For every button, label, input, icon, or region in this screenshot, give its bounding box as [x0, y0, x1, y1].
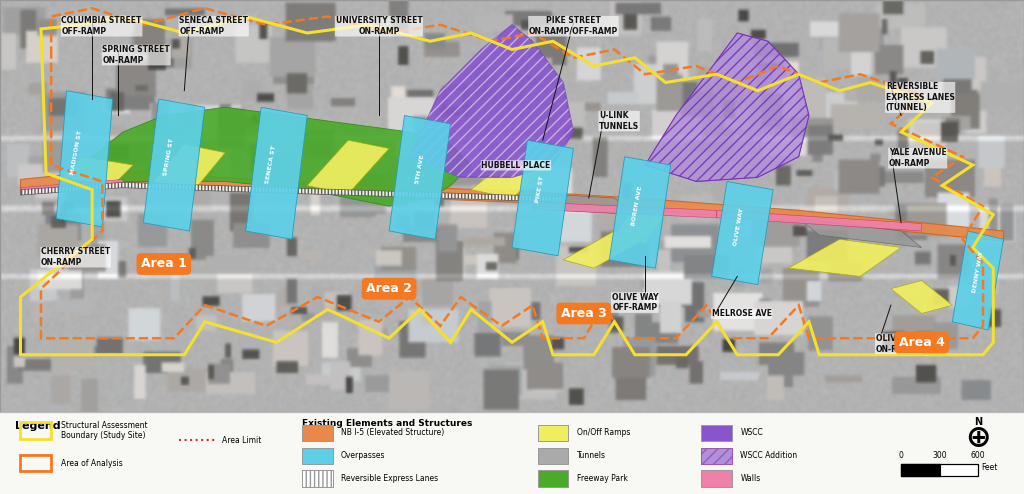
Bar [302, 470, 333, 487]
Bar [940, 464, 978, 476]
Polygon shape [543, 194, 635, 214]
Text: Area 3: Area 3 [561, 307, 606, 320]
Text: NB I-5 (Elevated Structure): NB I-5 (Elevated Structure) [341, 428, 444, 437]
Polygon shape [72, 107, 471, 206]
Polygon shape [61, 157, 133, 186]
Text: 5TH AVE: 5TH AVE [415, 154, 425, 184]
Polygon shape [20, 179, 123, 195]
Text: WSCC Addition: WSCC Addition [740, 451, 798, 460]
Text: OLIVE WAY: OLIVE WAY [733, 207, 745, 246]
Bar [302, 470, 333, 487]
Text: Legend: Legend [15, 420, 61, 431]
Text: HUBBELL PLACE: HUBBELL PLACE [481, 161, 551, 170]
Text: OLIVE WAY
ON-RAMP: OLIVE WAY ON-RAMP [876, 334, 922, 354]
Text: SENECA STREET
OFF-RAMP: SENECA STREET OFF-RAMP [179, 16, 248, 36]
Text: MADISON ST: MADISON ST [71, 130, 83, 175]
Text: BOREN AVE: BOREN AVE [631, 186, 643, 227]
Text: Area of Analysis: Area of Analysis [61, 458, 123, 467]
Text: OLIVE WAY
OFF-RAMP: OLIVE WAY OFF-RAMP [611, 293, 658, 312]
Text: 600: 600 [971, 451, 985, 460]
Polygon shape [512, 140, 573, 256]
Polygon shape [788, 239, 901, 276]
Bar [20, 455, 51, 471]
Text: MELROSE AVE: MELROSE AVE [712, 309, 772, 318]
Text: Area 4: Area 4 [899, 336, 944, 349]
Polygon shape [799, 219, 922, 247]
Text: WSCC: WSCC [740, 428, 763, 437]
Polygon shape [532, 202, 717, 218]
Text: YALE AVENUE
ON-RAMP: YALE AVENUE ON-RAMP [889, 149, 946, 168]
Polygon shape [891, 281, 952, 314]
Text: On/Off Ramps: On/Off Ramps [577, 428, 630, 437]
Text: Freeway Park: Freeway Park [577, 474, 628, 483]
Bar [701, 425, 732, 441]
Polygon shape [614, 206, 666, 244]
Text: Reversible Express Lanes: Reversible Express Lanes [341, 474, 438, 483]
Text: U-LINK
TUNNELS: U-LINK TUNNELS [599, 111, 639, 131]
Text: Feet: Feet [981, 462, 997, 472]
Polygon shape [645, 33, 809, 181]
Bar [538, 448, 568, 464]
Text: DENNY WAY: DENNY WAY [972, 251, 984, 293]
Polygon shape [20, 171, 1004, 241]
Polygon shape [154, 144, 225, 190]
Polygon shape [712, 181, 773, 285]
Polygon shape [20, 182, 563, 202]
Text: Overpasses: Overpasses [341, 451, 385, 460]
Text: Existing Elements and Structures: Existing Elements and Structures [302, 419, 472, 428]
Polygon shape [609, 157, 671, 268]
Text: Walls: Walls [740, 474, 761, 483]
Text: PIKE STREET
ON-RAMP/OFF-RAMP: PIKE STREET ON-RAMP/OFF-RAMP [528, 16, 618, 36]
Bar [901, 464, 940, 476]
Bar [701, 448, 732, 464]
Text: SPRING STREET
ON-RAMP: SPRING STREET ON-RAMP [102, 45, 170, 65]
Text: COLUMBIA STREET
OFF-RAMP: COLUMBIA STREET OFF-RAMP [61, 16, 141, 36]
Text: SPRING ST: SPRING ST [163, 138, 175, 176]
Polygon shape [246, 107, 307, 239]
Bar [302, 425, 333, 441]
Bar [901, 464, 978, 476]
Bar [20, 422, 51, 439]
Text: CHERRY STREET
ON-RAMP: CHERRY STREET ON-RAMP [41, 247, 111, 267]
Text: PIKE ST: PIKE ST [535, 176, 545, 204]
Bar [701, 448, 732, 464]
Bar [302, 448, 333, 464]
Text: REVERSIBLE
EXPRESS LANES
(TUNNEL): REVERSIBLE EXPRESS LANES (TUNNEL) [886, 82, 954, 112]
Polygon shape [471, 157, 553, 198]
Polygon shape [717, 210, 922, 231]
Polygon shape [143, 99, 205, 231]
Text: ⊕: ⊕ [966, 424, 990, 453]
Polygon shape [307, 140, 389, 194]
Bar [538, 425, 568, 441]
Bar [538, 470, 568, 487]
Text: 0: 0 [899, 451, 903, 460]
Bar [701, 470, 732, 487]
Text: Area 2: Area 2 [367, 282, 412, 295]
Text: Structural Assessment
Boundary (Study Site): Structural Assessment Boundary (Study Si… [61, 421, 148, 440]
Text: Tunnels: Tunnels [577, 451, 605, 460]
Polygon shape [952, 231, 1004, 330]
Polygon shape [563, 231, 645, 268]
Polygon shape [389, 116, 451, 239]
Polygon shape [410, 25, 573, 177]
Text: Area 1: Area 1 [141, 257, 186, 271]
Text: N: N [974, 416, 982, 426]
Text: 300: 300 [932, 451, 947, 460]
Text: Area Limit: Area Limit [222, 436, 261, 445]
Text: UNIVERSITY STREET
ON-RAMP: UNIVERSITY STREET ON-RAMP [336, 16, 422, 36]
Polygon shape [56, 91, 113, 227]
Text: SENECA ST: SENECA ST [265, 145, 278, 185]
